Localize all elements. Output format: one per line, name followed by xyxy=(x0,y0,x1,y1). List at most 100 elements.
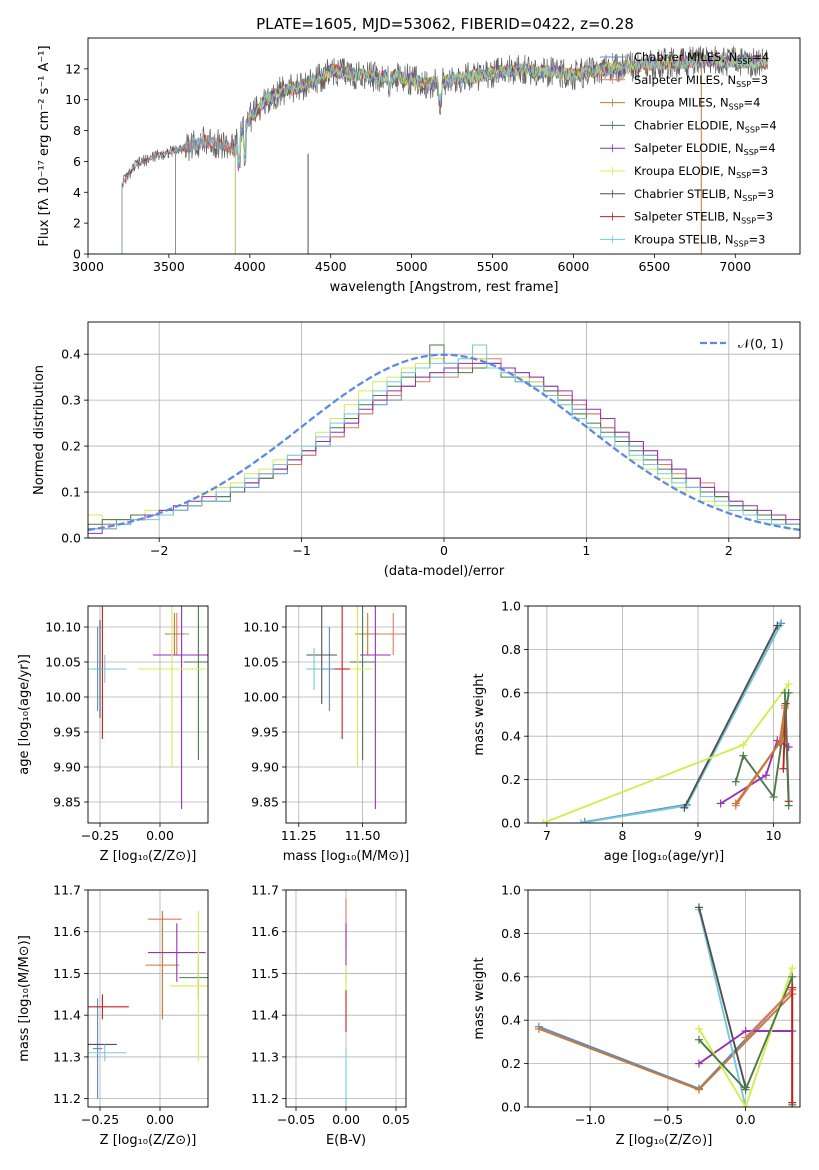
legend-label: Chabrier STELIB, NSSP=3 xyxy=(634,187,774,203)
x-tick-label: −1.0 xyxy=(575,1112,605,1127)
mass-vs-metallicity-panel: −0.25 0.00 11.2 11.3 11.4 11.5 11.6 11.7 Z [log₁… xyxy=(17,883,209,1148)
x-tick-label: −0.5 xyxy=(653,1112,683,1127)
x-tick-label: −2 xyxy=(150,543,168,558)
y-axis-label: mass [log₁₀(M/M⊙)] xyxy=(17,935,32,1062)
y-tick-label: 11.2 xyxy=(53,1091,81,1106)
x-tick-label: 4000 xyxy=(234,259,266,274)
y-tick-label: 11.2 xyxy=(251,1091,279,1106)
x-axis-label: Z [log₁₀(Z/Z⊙)] xyxy=(100,849,197,864)
spectrum-panel: 3000 3500 4000 4500 5000 5500 6000 6500 7000 0 2 4 6… xyxy=(37,37,801,295)
histogram-series xyxy=(88,344,800,538)
y-tick-label: 10.00 xyxy=(243,690,279,705)
x-tick-label: 7 xyxy=(543,828,551,843)
y-tick-label: 9.95 xyxy=(53,725,81,740)
y-tick-label: 10.10 xyxy=(243,620,279,635)
x-axis-label: (data-model)/error xyxy=(384,564,505,579)
y-tick-label: 11.7 xyxy=(251,883,279,898)
y-tick-label: 11.6 xyxy=(251,924,279,939)
spectrum-line xyxy=(121,53,768,254)
spectrum-line xyxy=(234,54,768,254)
y-tick-label: 11.6 xyxy=(53,924,81,939)
weight-series xyxy=(584,622,782,823)
weight-vs-age-panel: 7 8 9 10 0.0 0.2 0.4 0.6 0.8 1.0 age [log₁₀(age/yr… xyxy=(472,599,801,864)
normal-curve xyxy=(88,353,800,532)
plot-area xyxy=(88,344,800,538)
plot-area xyxy=(88,606,208,809)
y-tick-label: 10 xyxy=(65,92,81,107)
weight-vs-metallicity-panel: −1.0 −0.5 0.0 0.0 0.2 0.4 0.6 0.8 1.0 Z [log₁₀(Z/… xyxy=(472,883,801,1148)
x-tick-label: 0.00 xyxy=(146,828,174,843)
x-axis-label: mass [log₁₀(M/M⊙)] xyxy=(283,849,410,864)
x-tick-label: 0.00 xyxy=(146,1112,174,1127)
plot-area xyxy=(539,619,793,823)
y-tick-label: 10.05 xyxy=(243,655,279,670)
x-tick-label: −0.25 xyxy=(81,1112,119,1127)
x-tick-label: 2 xyxy=(725,543,733,558)
y-tick-label: 0.1 xyxy=(61,485,81,500)
y-tick-label: 9.90 xyxy=(251,760,279,775)
x-tick-label: −0.05 xyxy=(277,1112,315,1127)
y-axis-label: Normed distribution xyxy=(32,365,47,495)
axes-frame xyxy=(527,605,801,824)
x-tick-label: 6000 xyxy=(558,259,590,274)
legend-label: Chabrier MILES, NSSP=4 xyxy=(634,50,769,66)
x-tick-label: 4500 xyxy=(315,259,347,274)
y-tick-label: 10.05 xyxy=(45,655,81,670)
weight-series xyxy=(538,989,793,1090)
legend-label: 𝒩(0, 1) xyxy=(738,336,784,351)
x-tick-label: 0.0 xyxy=(736,1112,756,1127)
axes-frame xyxy=(527,889,801,1108)
y-tick-label: 0.0 xyxy=(501,816,521,831)
y-tick-label: 0.0 xyxy=(61,531,81,546)
x-tick-label: 10 xyxy=(766,828,782,843)
y-tick-label: 9.85 xyxy=(251,795,279,810)
x-tick-label: 5000 xyxy=(396,259,428,274)
legend-label: Kroupa ELODIE, NSSP=3 xyxy=(634,164,768,180)
axes-frame xyxy=(87,321,801,539)
y-tick-label: 0.3 xyxy=(61,393,81,408)
y-tick-label: 1.0 xyxy=(501,883,521,898)
axes-frame xyxy=(87,605,209,824)
axes-frame xyxy=(285,889,407,1108)
weight-series xyxy=(734,692,790,800)
age-vs-metallicity-panel: −0.25 0.00 9.85 9.90 9.95 10.00 10.05 10.10 Z [l… xyxy=(17,605,209,864)
legend-label: Salpeter STELIB, NSSP=3 xyxy=(634,210,773,226)
legend-label: Salpeter MILES, NSSP=3 xyxy=(634,73,768,89)
y-axis-label: age [log₁₀(age/yr)] xyxy=(17,654,32,775)
y-tick-label: 1.0 xyxy=(501,599,521,614)
legend-label: Kroupa MILES, NSSP=4 xyxy=(634,96,760,112)
y-axis-label: mass weight xyxy=(472,673,487,755)
x-axis-label: age [log₁₀(age/yr)] xyxy=(604,849,725,864)
y-tick-label: 0.2 xyxy=(61,439,81,454)
y-axis-label: Flux [fλ 10⁻¹⁷ erg cm⁻² s⁻¹ A⁻¹] xyxy=(37,45,52,246)
y-tick-label: 9.95 xyxy=(251,725,279,740)
x-axis-label: wavelength [Angstrom, rest frame] xyxy=(330,280,559,295)
histogram-series xyxy=(88,362,800,538)
x-tick-label: 11.50 xyxy=(345,828,381,843)
y-tick-label: 11.5 xyxy=(53,966,81,981)
plot-area xyxy=(88,910,208,1099)
x-tick-label: −1 xyxy=(292,543,310,558)
y-tick-label: 10.10 xyxy=(45,620,81,635)
y-tick-label: 0.2 xyxy=(501,1056,521,1071)
weight-series xyxy=(698,907,747,1088)
y-tick-label: 11.3 xyxy=(53,1049,81,1064)
y-tick-label: 0.8 xyxy=(501,926,521,941)
x-tick-label: 9 xyxy=(694,828,702,843)
y-axis-label: mass weight xyxy=(472,957,487,1039)
y-tick-label: 11.4 xyxy=(53,1008,81,1023)
x-tick-label: 1 xyxy=(582,543,590,558)
plot-area xyxy=(306,606,406,809)
y-tick-label: 6 xyxy=(73,154,81,169)
y-tick-label: 11.5 xyxy=(251,966,279,981)
y-tick-label: 9.90 xyxy=(53,760,81,775)
weight-series xyxy=(542,683,790,823)
y-tick-label: 11.4 xyxy=(251,1008,279,1023)
weight-series xyxy=(580,625,781,823)
x-tick-label: 6500 xyxy=(638,259,670,274)
mass-vs-extinction-panel: −0.05 0.00 0.05 11.2 11.3 11.4 11.5 11.6 11.7 E(B… xyxy=(251,883,410,1149)
weight-series xyxy=(683,625,779,809)
y-tick-label: 0.6 xyxy=(501,969,521,984)
y-tick-label: 12 xyxy=(65,61,81,76)
